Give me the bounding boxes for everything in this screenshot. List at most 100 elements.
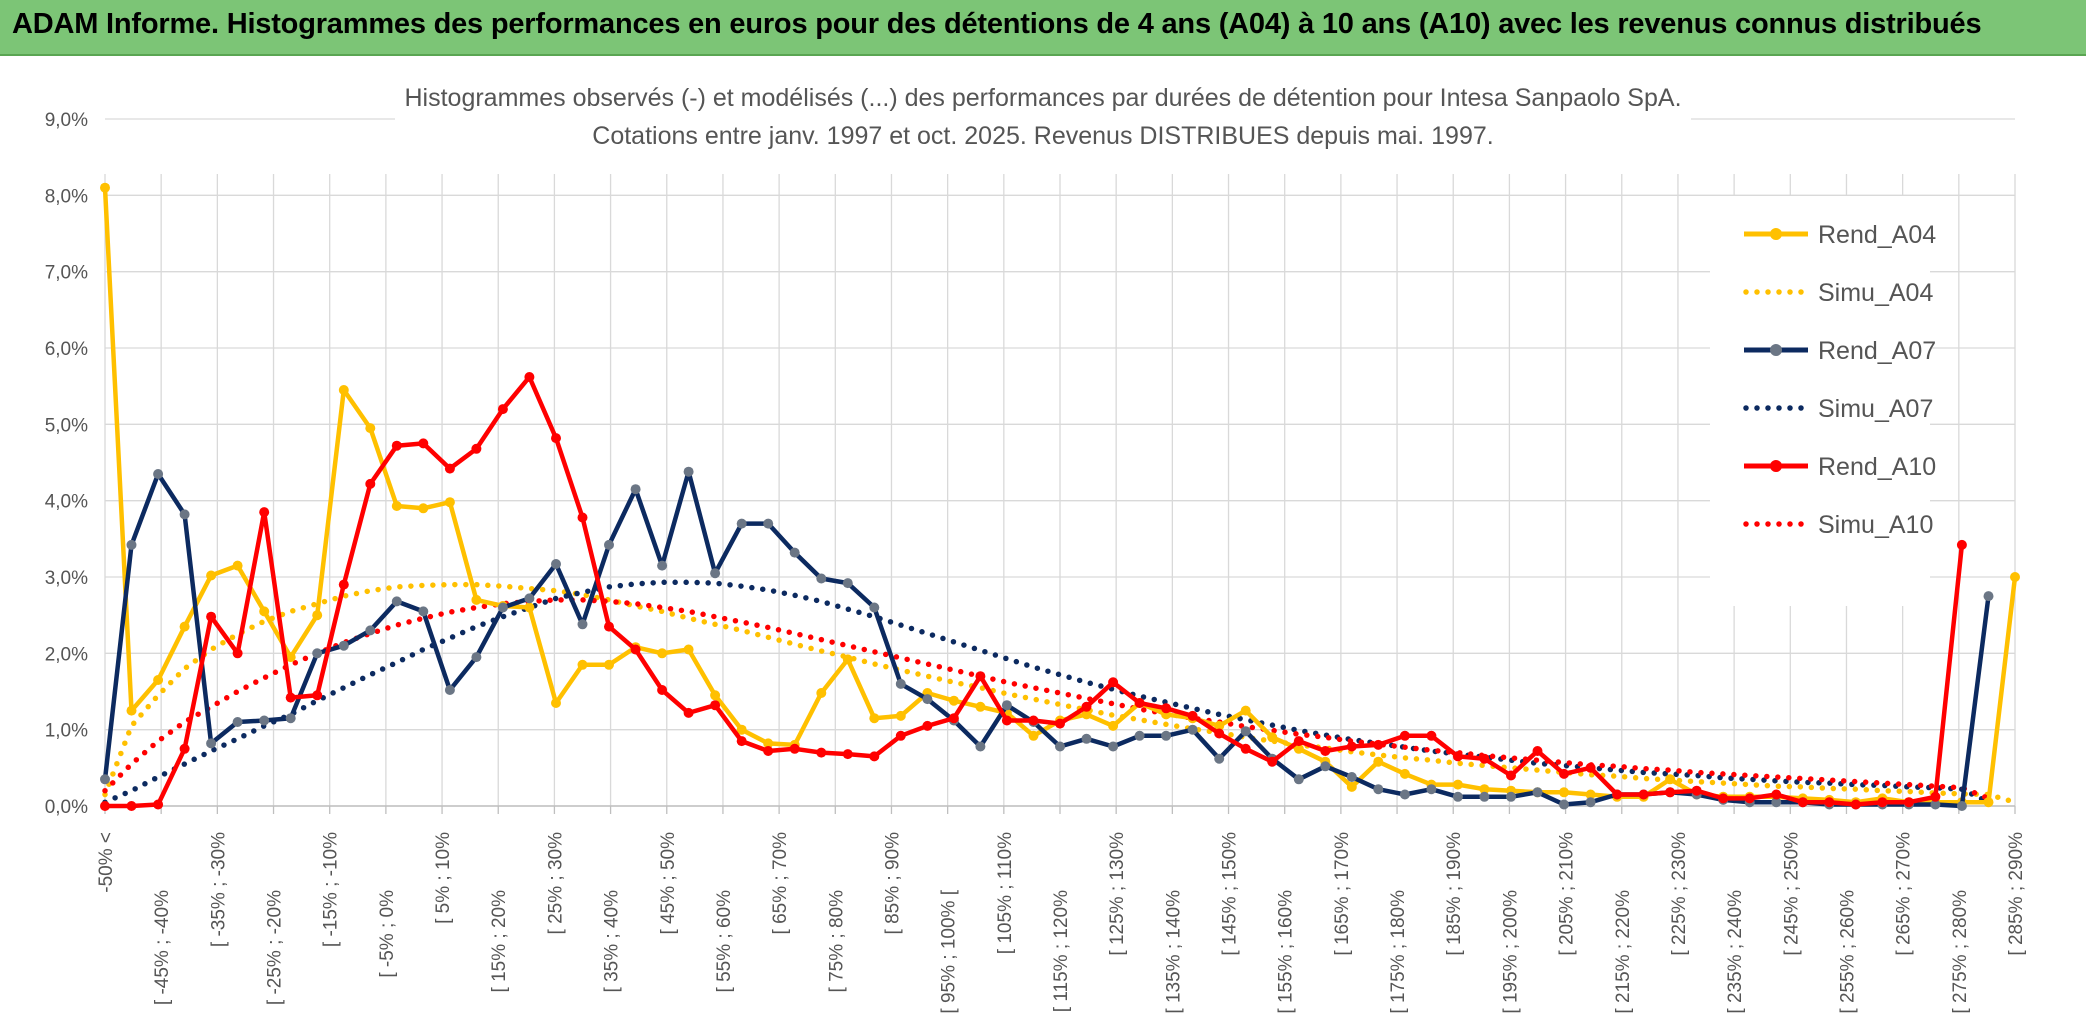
- data-point-rend-a04: [365, 423, 376, 434]
- data-point-rend-a04: [232, 560, 243, 571]
- data-point-rend-a07: [1930, 799, 1941, 810]
- data-point-rend-a07: [1161, 730, 1172, 741]
- legend-marker-rend-a07: [1770, 344, 1782, 356]
- data-point-rend-a07: [1532, 787, 1543, 798]
- header-banner: ADAM Informe. Histogrammes des performan…: [0, 0, 2086, 56]
- data-point-rend-a04: [524, 602, 535, 613]
- data-point-rend-a04: [895, 710, 906, 721]
- data-point-rend-a07: [179, 509, 190, 520]
- data-point-rend-a04: [1081, 709, 1092, 720]
- x-tick-label: [ 105% ; 110%: [995, 832, 1016, 954]
- x-tick-label: [ 165% ; 170%: [1332, 832, 1353, 956]
- y-tick-label: 2,0%: [45, 644, 88, 665]
- data-point-rend-a10: [232, 648, 243, 659]
- data-point-rend-a10: [1346, 741, 1357, 752]
- data-point-rend-a07: [391, 596, 402, 607]
- x-axis-labels: -50% < [ -45% ; -40% [ -35% ; -30% [ -25% ;…: [96, 832, 2027, 1014]
- x-tick-label: [ 5% ; 10%: [433, 832, 454, 924]
- data-point-rend-a10: [1161, 703, 1172, 714]
- legend-label-simu-a07: Simu_A07: [1818, 395, 1933, 423]
- x-tick-label: [ 195% ; 200%: [1500, 890, 1521, 1014]
- y-tick-label: 6,0%: [45, 339, 88, 360]
- data-point-rend-a10: [391, 440, 402, 451]
- data-point-rend-a07: [683, 466, 694, 477]
- chart-area: 0,0% 1,0% 2,0% 3,0% 4,0% 5,0% 6,0% 7,0% 8,0% 9,0%…: [0, 56, 2086, 1033]
- x-tick-label: [ 45% ; 50%: [658, 832, 679, 935]
- data-point-rend-a04: [869, 713, 880, 724]
- data-point-rend-a04: [763, 738, 774, 749]
- series-line-simu-a07: [102, 579, 1992, 805]
- data-point-rend-a10: [604, 621, 614, 632]
- legend-label-rend-a10: Rend_A10: [1818, 453, 1936, 481]
- data-point-rend-a10: [1108, 677, 1119, 688]
- data-point-rend-a07: [1373, 784, 1384, 795]
- data-point-rend-a04: [285, 652, 296, 663]
- data-point-rend-a07: [1187, 724, 1198, 735]
- data-point-rend-a10: [259, 507, 270, 518]
- data-point-rend-a10: [1744, 793, 1755, 804]
- data-point-rend-a07: [338, 640, 349, 651]
- data-point-rend-a04: [100, 182, 110, 193]
- data-point-rend-a10: [1903, 797, 1914, 808]
- data-point-rend-a07: [577, 619, 588, 630]
- data-point-rend-a10: [1585, 762, 1596, 773]
- data-point-rend-a07: [100, 774, 110, 785]
- x-tick-label: [ 65% ; 70%: [770, 832, 791, 935]
- data-point-rend-a04: [391, 501, 402, 511]
- data-point-rend-a10: [179, 743, 190, 754]
- x-tick-label: [ 205% ; 210%: [1557, 832, 1578, 956]
- data-point-rend-a10: [1638, 789, 1649, 800]
- x-tick-label: [ 25% ; 30%: [545, 832, 566, 935]
- data-point-rend-a04: [259, 606, 270, 617]
- series-simu-a10: [102, 597, 1992, 802]
- data-point-rend-a10: [206, 611, 217, 622]
- data-point-rend-a07: [922, 694, 933, 705]
- data-point-rend-a07: [1506, 791, 1516, 802]
- data-point-rend-a10: [657, 685, 668, 695]
- data-point-rend-a04: [1399, 768, 1410, 779]
- page-title: ADAM Informe. Histogrammes des performan…: [12, 8, 1982, 40]
- x-tick-label: [ 155% ; 160%: [1276, 890, 1297, 1014]
- data-point-rend-a04: [1293, 743, 1304, 754]
- data-point-rend-a10: [1399, 730, 1410, 741]
- data-point-rend-a04: [1452, 779, 1463, 790]
- data-point-rend-a04: [1983, 797, 1994, 808]
- data-point-rend-a07: [551, 559, 561, 569]
- data-point-rend-a10: [444, 463, 455, 474]
- legend-marker-rend-a10: [1770, 460, 1782, 472]
- data-point-rend-a10: [1824, 797, 1835, 808]
- x-tick-label: [ 55% ; 60%: [714, 890, 735, 993]
- data-point-rend-a10: [1267, 756, 1278, 767]
- series-line-rend-a10: [105, 374, 1965, 809]
- data-point-rend-a10: [1771, 789, 1782, 800]
- data-point-rend-a10: [497, 404, 508, 415]
- data-point-rend-a10: [1373, 739, 1384, 750]
- data-point-rend-a07: [1956, 801, 1967, 811]
- y-tick-label: 7,0%: [45, 263, 88, 284]
- x-tick-label: [ 235% ; 240%: [1725, 890, 1746, 1014]
- data-point-rend-a07: [1001, 700, 1012, 711]
- data-point-rend-a07: [365, 625, 376, 636]
- data-point-rend-a10: [842, 749, 853, 760]
- data-point-rend-a04: [842, 654, 853, 665]
- x-tick-label: [ 175% ; 180%: [1388, 890, 1409, 1014]
- data-point-rend-a07: [1346, 772, 1357, 782]
- y-tick-label: 3,0%: [45, 568, 88, 589]
- data-point-rend-a04: [312, 610, 323, 621]
- data-point-rend-a10: [1320, 746, 1331, 756]
- y-tick-label: 0,0%: [45, 797, 88, 818]
- data-point-rend-a07: [1426, 784, 1437, 795]
- x-tick-label: [ 125% ; 130%: [1107, 832, 1128, 956]
- data-point-rend-a04: [657, 648, 668, 659]
- data-point-rend-a10: [816, 747, 827, 758]
- y-tick-label: 9,0%: [45, 110, 88, 131]
- data-point-rend-a04: [1585, 789, 1596, 800]
- legend-background: [1710, 196, 1930, 606]
- y-axis-labels: 0,0% 1,0% 2,0% 3,0% 4,0% 5,0% 6,0% 7,0% 8,0% 9,0%: [45, 110, 88, 818]
- data-point-rend-a07: [1399, 789, 1410, 800]
- legend-marker-rend-a04: [1770, 228, 1782, 240]
- data-point-rend-a10: [1506, 770, 1516, 781]
- data-point-rend-a10: [471, 443, 482, 454]
- data-point-rend-a04: [1240, 705, 1251, 716]
- data-point-rend-a04: [975, 701, 986, 712]
